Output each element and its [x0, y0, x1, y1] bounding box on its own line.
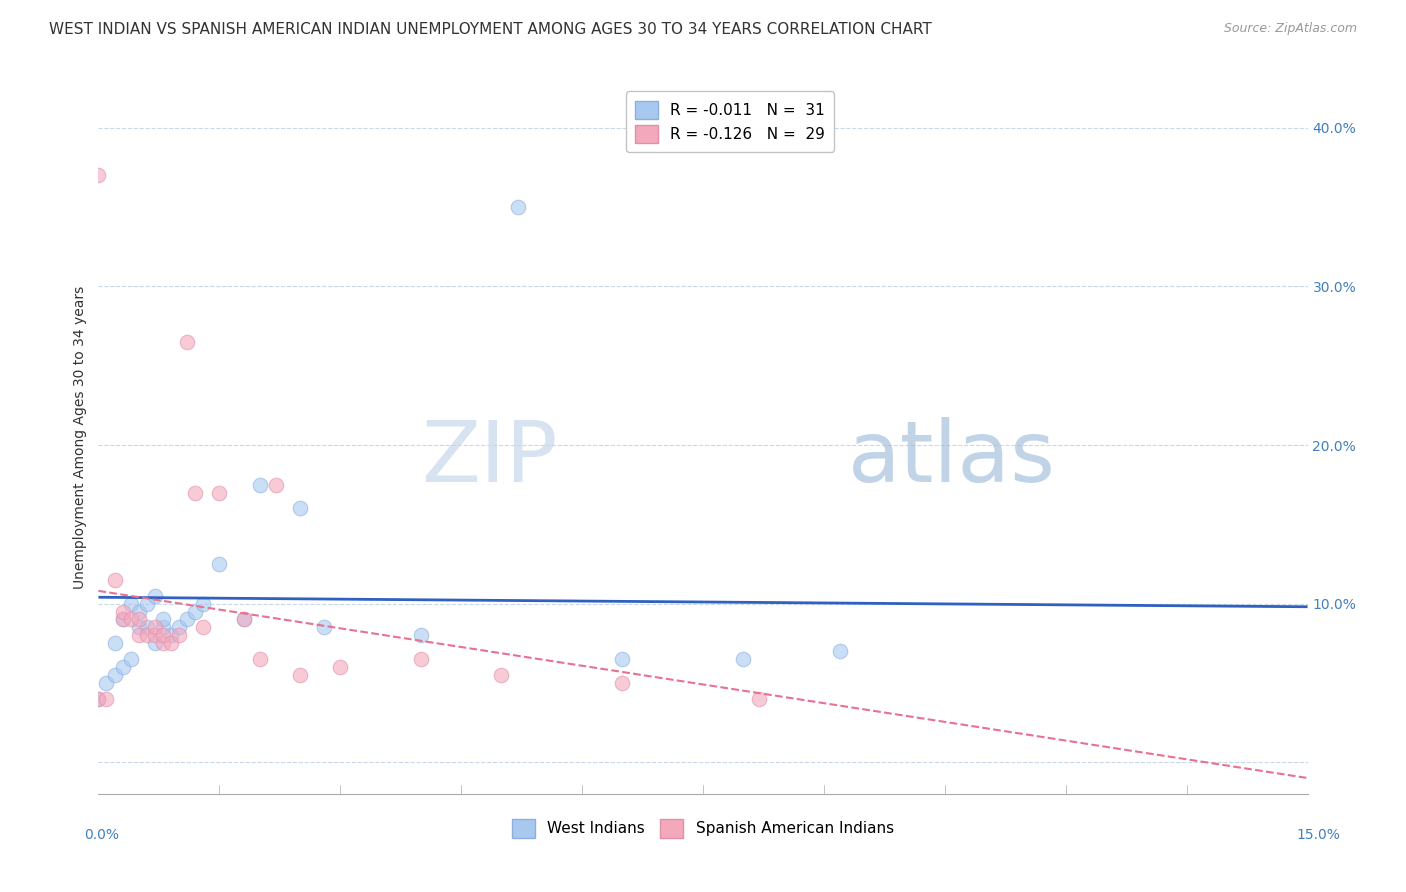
Text: WEST INDIAN VS SPANISH AMERICAN INDIAN UNEMPLOYMENT AMONG AGES 30 TO 34 YEARS CO: WEST INDIAN VS SPANISH AMERICAN INDIAN U…: [49, 22, 932, 37]
Point: [288, 501, 311, 516]
Point: [329, 660, 352, 674]
Point: [176, 334, 198, 349]
Point: [208, 557, 231, 571]
Point: [128, 605, 150, 619]
Point: [733, 652, 755, 666]
Point: [152, 620, 174, 634]
Text: 0.0%: 0.0%: [84, 828, 118, 842]
Point: [103, 636, 125, 650]
Point: [103, 573, 125, 587]
Point: [612, 676, 634, 690]
Point: [409, 652, 432, 666]
Point: [111, 605, 134, 619]
Point: [167, 628, 190, 642]
Text: Source: ZipAtlas.com: Source: ZipAtlas.com: [1223, 22, 1357, 36]
Point: [152, 628, 174, 642]
Point: [111, 612, 134, 626]
Point: [120, 612, 142, 626]
Point: [491, 668, 513, 682]
Point: [96, 676, 118, 690]
Point: [288, 668, 311, 682]
Point: [87, 691, 110, 706]
Text: ZIP: ZIP: [422, 417, 558, 500]
Point: [152, 636, 174, 650]
Point: [506, 200, 529, 214]
Point: [249, 477, 271, 491]
Point: [103, 668, 125, 682]
Point: [176, 612, 198, 626]
Point: [160, 636, 183, 650]
Point: [167, 620, 190, 634]
Point: [193, 597, 215, 611]
Point: [232, 612, 254, 626]
Point: [184, 485, 207, 500]
Point: [612, 652, 634, 666]
Text: atlas: atlas: [848, 417, 1056, 500]
Point: [128, 612, 150, 626]
Point: [87, 691, 110, 706]
Point: [135, 620, 157, 634]
Point: [111, 660, 134, 674]
Point: [128, 628, 150, 642]
Y-axis label: Unemployment Among Ages 30 to 34 years: Unemployment Among Ages 30 to 34 years: [73, 285, 87, 589]
Point: [232, 612, 254, 626]
Point: [111, 612, 134, 626]
Point: [409, 628, 432, 642]
Point: [143, 636, 166, 650]
Point: [193, 620, 215, 634]
Point: [128, 620, 150, 634]
Point: [135, 628, 157, 642]
Point: [143, 620, 166, 634]
Point: [120, 652, 142, 666]
Point: [143, 589, 166, 603]
Point: [143, 628, 166, 642]
Point: [120, 597, 142, 611]
Legend: West Indians, Spanish American Indians: West Indians, Spanish American Indians: [503, 810, 903, 847]
Text: 15.0%: 15.0%: [1296, 828, 1341, 842]
Point: [314, 620, 336, 634]
Point: [160, 628, 183, 642]
Point: [249, 652, 271, 666]
Point: [828, 644, 851, 658]
Point: [748, 691, 770, 706]
Point: [264, 477, 287, 491]
Point: [96, 691, 118, 706]
Point: [184, 605, 207, 619]
Point: [135, 597, 157, 611]
Point: [208, 485, 231, 500]
Point: [87, 169, 110, 183]
Point: [152, 612, 174, 626]
